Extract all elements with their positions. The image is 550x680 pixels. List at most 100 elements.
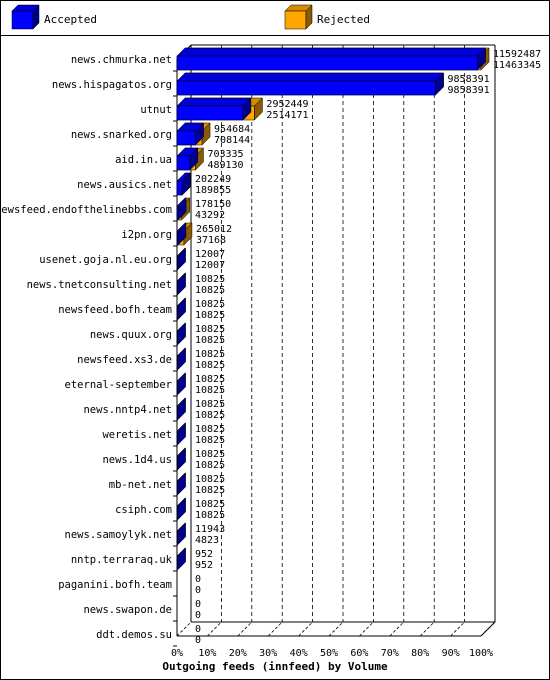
category-label: newsfeed.endofthelinebbs.com <box>0 204 172 216</box>
data-label-accepted: 489130 <box>207 160 243 171</box>
category-label: news.swapon.de <box>83 604 172 616</box>
category-label: eternal-september <box>65 379 172 391</box>
bar-accepted-side <box>177 247 186 271</box>
data-label-rejected: 0 <box>195 599 201 610</box>
floor-tick <box>298 621 313 637</box>
bar-accepted <box>176 130 196 146</box>
data-label-rejected: 0 <box>195 574 201 585</box>
bar-rejected-side <box>195 147 204 171</box>
bar-accepted-side <box>177 272 186 296</box>
bar-accepted-side <box>177 472 186 496</box>
data-label-rejected: 2952449 <box>266 99 308 110</box>
data-label-rejected: 954684 <box>214 124 250 135</box>
legend-swatch-side-rejected <box>305 4 313 30</box>
bar-accepted <box>176 105 244 121</box>
floor-tick <box>450 621 465 637</box>
x-tick-label: 90% <box>442 648 460 659</box>
legend-swatch-rejected <box>284 10 307 30</box>
bar-accepted-side <box>435 72 444 96</box>
legend-swatch-accepted <box>11 10 34 30</box>
x-tick-label: 20% <box>229 648 247 659</box>
category-label: csiph.com <box>115 504 172 516</box>
x-tick-label: 80% <box>411 648 429 659</box>
category-label: ddt.demos.su <box>96 629 172 641</box>
data-label-accepted: 43292 <box>195 210 225 221</box>
category-label: news.quux.org <box>90 329 172 341</box>
category-label: weretis.net <box>102 429 172 441</box>
plot-area: 0% 10% 20% 30% 40% 50% 60% 70% 80% 90% 100% news.ch… <box>0 44 541 659</box>
x-tick-label: 100% <box>469 648 493 659</box>
bar-accepted <box>176 80 436 96</box>
bar-accepted-top <box>176 47 487 57</box>
bar-accepted-side <box>177 222 187 246</box>
floor-tick <box>419 621 435 637</box>
bar-accepted-side <box>177 197 187 221</box>
floor-tick <box>176 621 192 637</box>
data-label-rejected: 10825 <box>195 399 225 410</box>
data-label-rejected: 202249 <box>195 174 231 185</box>
data-label-accepted: 4823 <box>195 535 219 546</box>
data-label-accepted: 10825 <box>195 485 225 496</box>
x-tick-label: 40% <box>290 648 308 659</box>
legend-item-rejected: Rejected <box>284 4 370 30</box>
x-tick-label: 60% <box>350 648 368 659</box>
data-label-accepted: 10825 <box>195 435 225 446</box>
x-axis-label: Outgoing feeds (innfeed) by Volume <box>162 660 388 673</box>
bar-accepted-side <box>242 97 252 121</box>
bar-accepted <box>176 180 183 196</box>
bar-accepted-side <box>181 172 191 196</box>
bar-accepted-side <box>177 297 186 321</box>
category-label: news.hispagatos.org <box>52 79 172 91</box>
data-label-accepted: 10825 <box>195 360 225 371</box>
category-label: news.tnetconsulting.net <box>27 279 172 291</box>
data-label-rejected: 10825 <box>195 349 225 360</box>
data-label-rejected: 178150 <box>195 199 231 210</box>
category-label: news.1d4.us <box>102 454 172 466</box>
bar-accepted-side <box>177 397 186 421</box>
floor-tick <box>237 621 253 637</box>
data-label-accepted: 10825 <box>195 460 225 471</box>
data-label-rejected: 10825 <box>195 449 225 460</box>
data-label-accepted: 708144 <box>214 135 250 146</box>
category-label: paganini.bofh.team <box>58 579 172 591</box>
data-label-rejected: 703335 <box>207 149 243 160</box>
category-label: news.chmurka.net <box>71 54 172 66</box>
bar-accepted-side <box>177 322 186 346</box>
legend-item-accepted: Accepted <box>11 4 97 30</box>
data-label-accepted: 2514171 <box>266 110 308 121</box>
data-label-accepted: 0 <box>195 610 201 621</box>
data-label-accepted: 10825 <box>195 510 225 521</box>
data-label-accepted: 10825 <box>195 335 225 346</box>
legend-label-rejected: Rejected <box>317 13 370 26</box>
category-label: i2pn.org <box>121 229 172 241</box>
data-label-rejected: 11592487 <box>493 49 541 60</box>
data-label-accepted: 952 <box>195 560 213 571</box>
data-label-rejected: 10825 <box>195 324 225 335</box>
category-label: newsfeed.bofh.team <box>58 304 172 316</box>
category-label: nntp.terraraq.uk <box>71 554 173 566</box>
legend-swatch-side-accepted <box>32 4 40 30</box>
data-label-rejected: 0 <box>195 624 201 635</box>
bar-accepted-side <box>189 147 199 171</box>
data-label-rejected: 10825 <box>195 424 225 435</box>
data-label-accepted: 0 <box>195 585 201 596</box>
data-label-accepted: 189855 <box>195 185 231 196</box>
category-label: news.ausics.net <box>77 179 172 191</box>
data-label-accepted: 9858391 <box>448 85 490 96</box>
x-tick-label: 30% <box>259 648 277 659</box>
data-label-accepted: 12007 <box>195 260 225 271</box>
floor-tick <box>267 621 283 637</box>
bar-accepted-side <box>195 122 204 146</box>
data-label-rejected: 10825 <box>195 374 225 385</box>
data-label-rejected: 10825 <box>195 474 225 485</box>
x-tick-label: 50% <box>320 648 338 659</box>
x-tick-label: 10% <box>198 648 216 659</box>
data-label-accepted: 10825 <box>195 410 225 421</box>
bar-accepted-side <box>477 47 486 71</box>
category-label: usenet.goja.nl.eu.org <box>39 254 172 266</box>
data-label-accepted: 10825 <box>195 285 225 296</box>
bar-rejected-side <box>201 122 211 146</box>
bar-rejected-side <box>183 222 193 246</box>
